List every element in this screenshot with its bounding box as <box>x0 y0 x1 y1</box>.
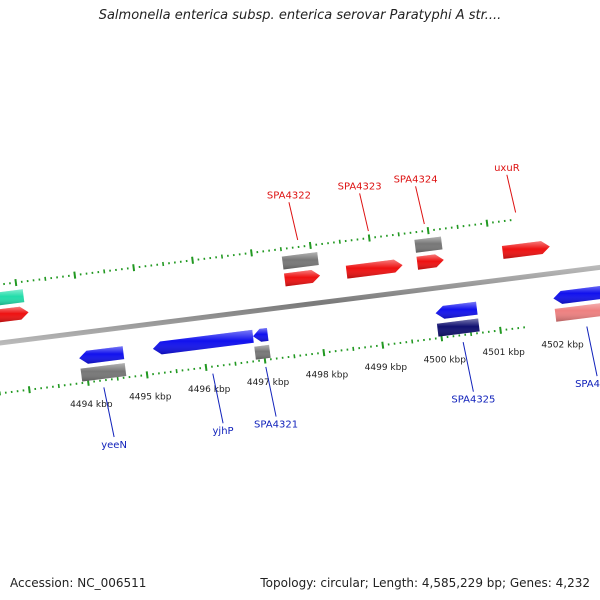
major-tick <box>204 363 208 372</box>
forward-forward-cds-shading <box>0 306 29 323</box>
gene-leader-line <box>288 202 299 241</box>
forward-grey-feature-shading <box>414 236 443 253</box>
tick-label: 4495 kbp <box>129 393 172 403</box>
gene-labels: SPA4322 SPA4323 SPA4324 uxuR yeeN yjhP SPA4321… <box>101 163 600 451</box>
forward-forward-cds-shading <box>416 254 444 270</box>
major-tick <box>145 371 149 379</box>
dna-backbone <box>0 264 600 346</box>
reverse-reverse-cds-shading <box>79 346 125 364</box>
minor-tick <box>279 247 282 252</box>
gene-label: SPA4325 <box>451 395 495 406</box>
gene-label: SPA4322 <box>267 190 311 201</box>
gene-leader-line <box>586 326 598 377</box>
minor-tick <box>57 383 60 389</box>
accession-text: Accession: NC_006511 <box>10 576 147 590</box>
major-tick <box>322 348 326 357</box>
major-tick <box>132 264 136 272</box>
minor-tick <box>470 331 473 337</box>
minor-tick <box>234 361 237 366</box>
major-tick <box>485 219 489 227</box>
forward-teal-feature-shading <box>0 289 25 306</box>
gene-label: SPA4321 <box>254 420 298 431</box>
gene-label: SPA4323 <box>338 181 382 192</box>
major-tick <box>499 326 502 334</box>
gene-leader-line <box>103 387 115 438</box>
minor-tick <box>162 261 165 267</box>
minor-tick <box>352 346 355 351</box>
minor-tick <box>397 232 400 237</box>
major-tick <box>73 271 77 279</box>
forward-forward-cds-shading <box>501 241 550 259</box>
major-tick <box>191 256 194 264</box>
reverse-grey-feature-shading <box>80 363 127 382</box>
gene-leader-line <box>506 174 517 213</box>
gene-label: SPA4324 <box>394 174 438 185</box>
feature-tracks <box>0 236 600 382</box>
major-tick <box>27 386 31 394</box>
tick-label: 4497 kbp <box>247 378 290 388</box>
major-tick <box>367 234 371 242</box>
gene-label: yeeN <box>101 440 127 451</box>
major-tick <box>14 278 18 287</box>
map-title: Salmonella enterica subsp. enterica sero… <box>98 8 502 23</box>
reverse-reverse-cds-shading <box>152 329 254 355</box>
gene-leader-line <box>212 373 224 424</box>
tick-label: 4496 kbp <box>188 385 231 395</box>
minor-tick <box>456 224 459 229</box>
minor-tick <box>44 276 47 281</box>
minor-tick <box>293 354 296 359</box>
gene-label: yjhP <box>213 426 234 437</box>
tick-label: 4500 kbp <box>424 356 467 366</box>
tick-label: 4494 kbp <box>70 400 113 410</box>
minor-tick <box>338 239 341 244</box>
forward-forward-cds-shading <box>345 259 403 279</box>
tick-label: 4499 kbp <box>365 363 408 373</box>
tick-label: 4498 kbp <box>306 370 349 380</box>
topology-summary: Topology: circular; Length: 4,585,229 bp… <box>260 576 590 590</box>
gene-leader-line <box>359 193 369 232</box>
reverse-navy-feature-shading <box>436 318 480 337</box>
tick-label: 4501 kbp <box>482 348 525 358</box>
major-tick <box>381 341 385 349</box>
minor-tick <box>411 339 414 344</box>
gene-leader-line <box>265 366 277 417</box>
gene-leader-line <box>415 186 425 225</box>
reverse-reverse-cds-shading <box>435 301 478 319</box>
reverse-pink-feature-shading <box>554 303 600 322</box>
minor-tick <box>220 254 224 259</box>
reverse-reverse-cds-shading <box>553 286 600 304</box>
tick-rows: 4494 kbp 4495 kbp 4496 kbp 4497 kbp 4498 kbp… <box>0 219 584 410</box>
major-tick <box>250 249 253 257</box>
reverse-grey-feature-shading <box>254 344 271 360</box>
forward-forward-cds-shading <box>284 270 321 287</box>
minor-tick <box>116 376 119 381</box>
forward-grey-feature-shading <box>281 252 319 270</box>
major-tick <box>426 226 430 235</box>
gene-label: uxuR <box>494 163 520 174</box>
reverse-reverse-cds-shading <box>253 328 269 342</box>
major-tick <box>308 241 312 250</box>
minor-tick <box>175 369 178 374</box>
minor-tick <box>103 269 106 274</box>
gene-leader-line <box>462 341 474 392</box>
tick-label: 4502 kbp <box>541 341 584 351</box>
gene-label: SPA4327 <box>575 379 600 390</box>
